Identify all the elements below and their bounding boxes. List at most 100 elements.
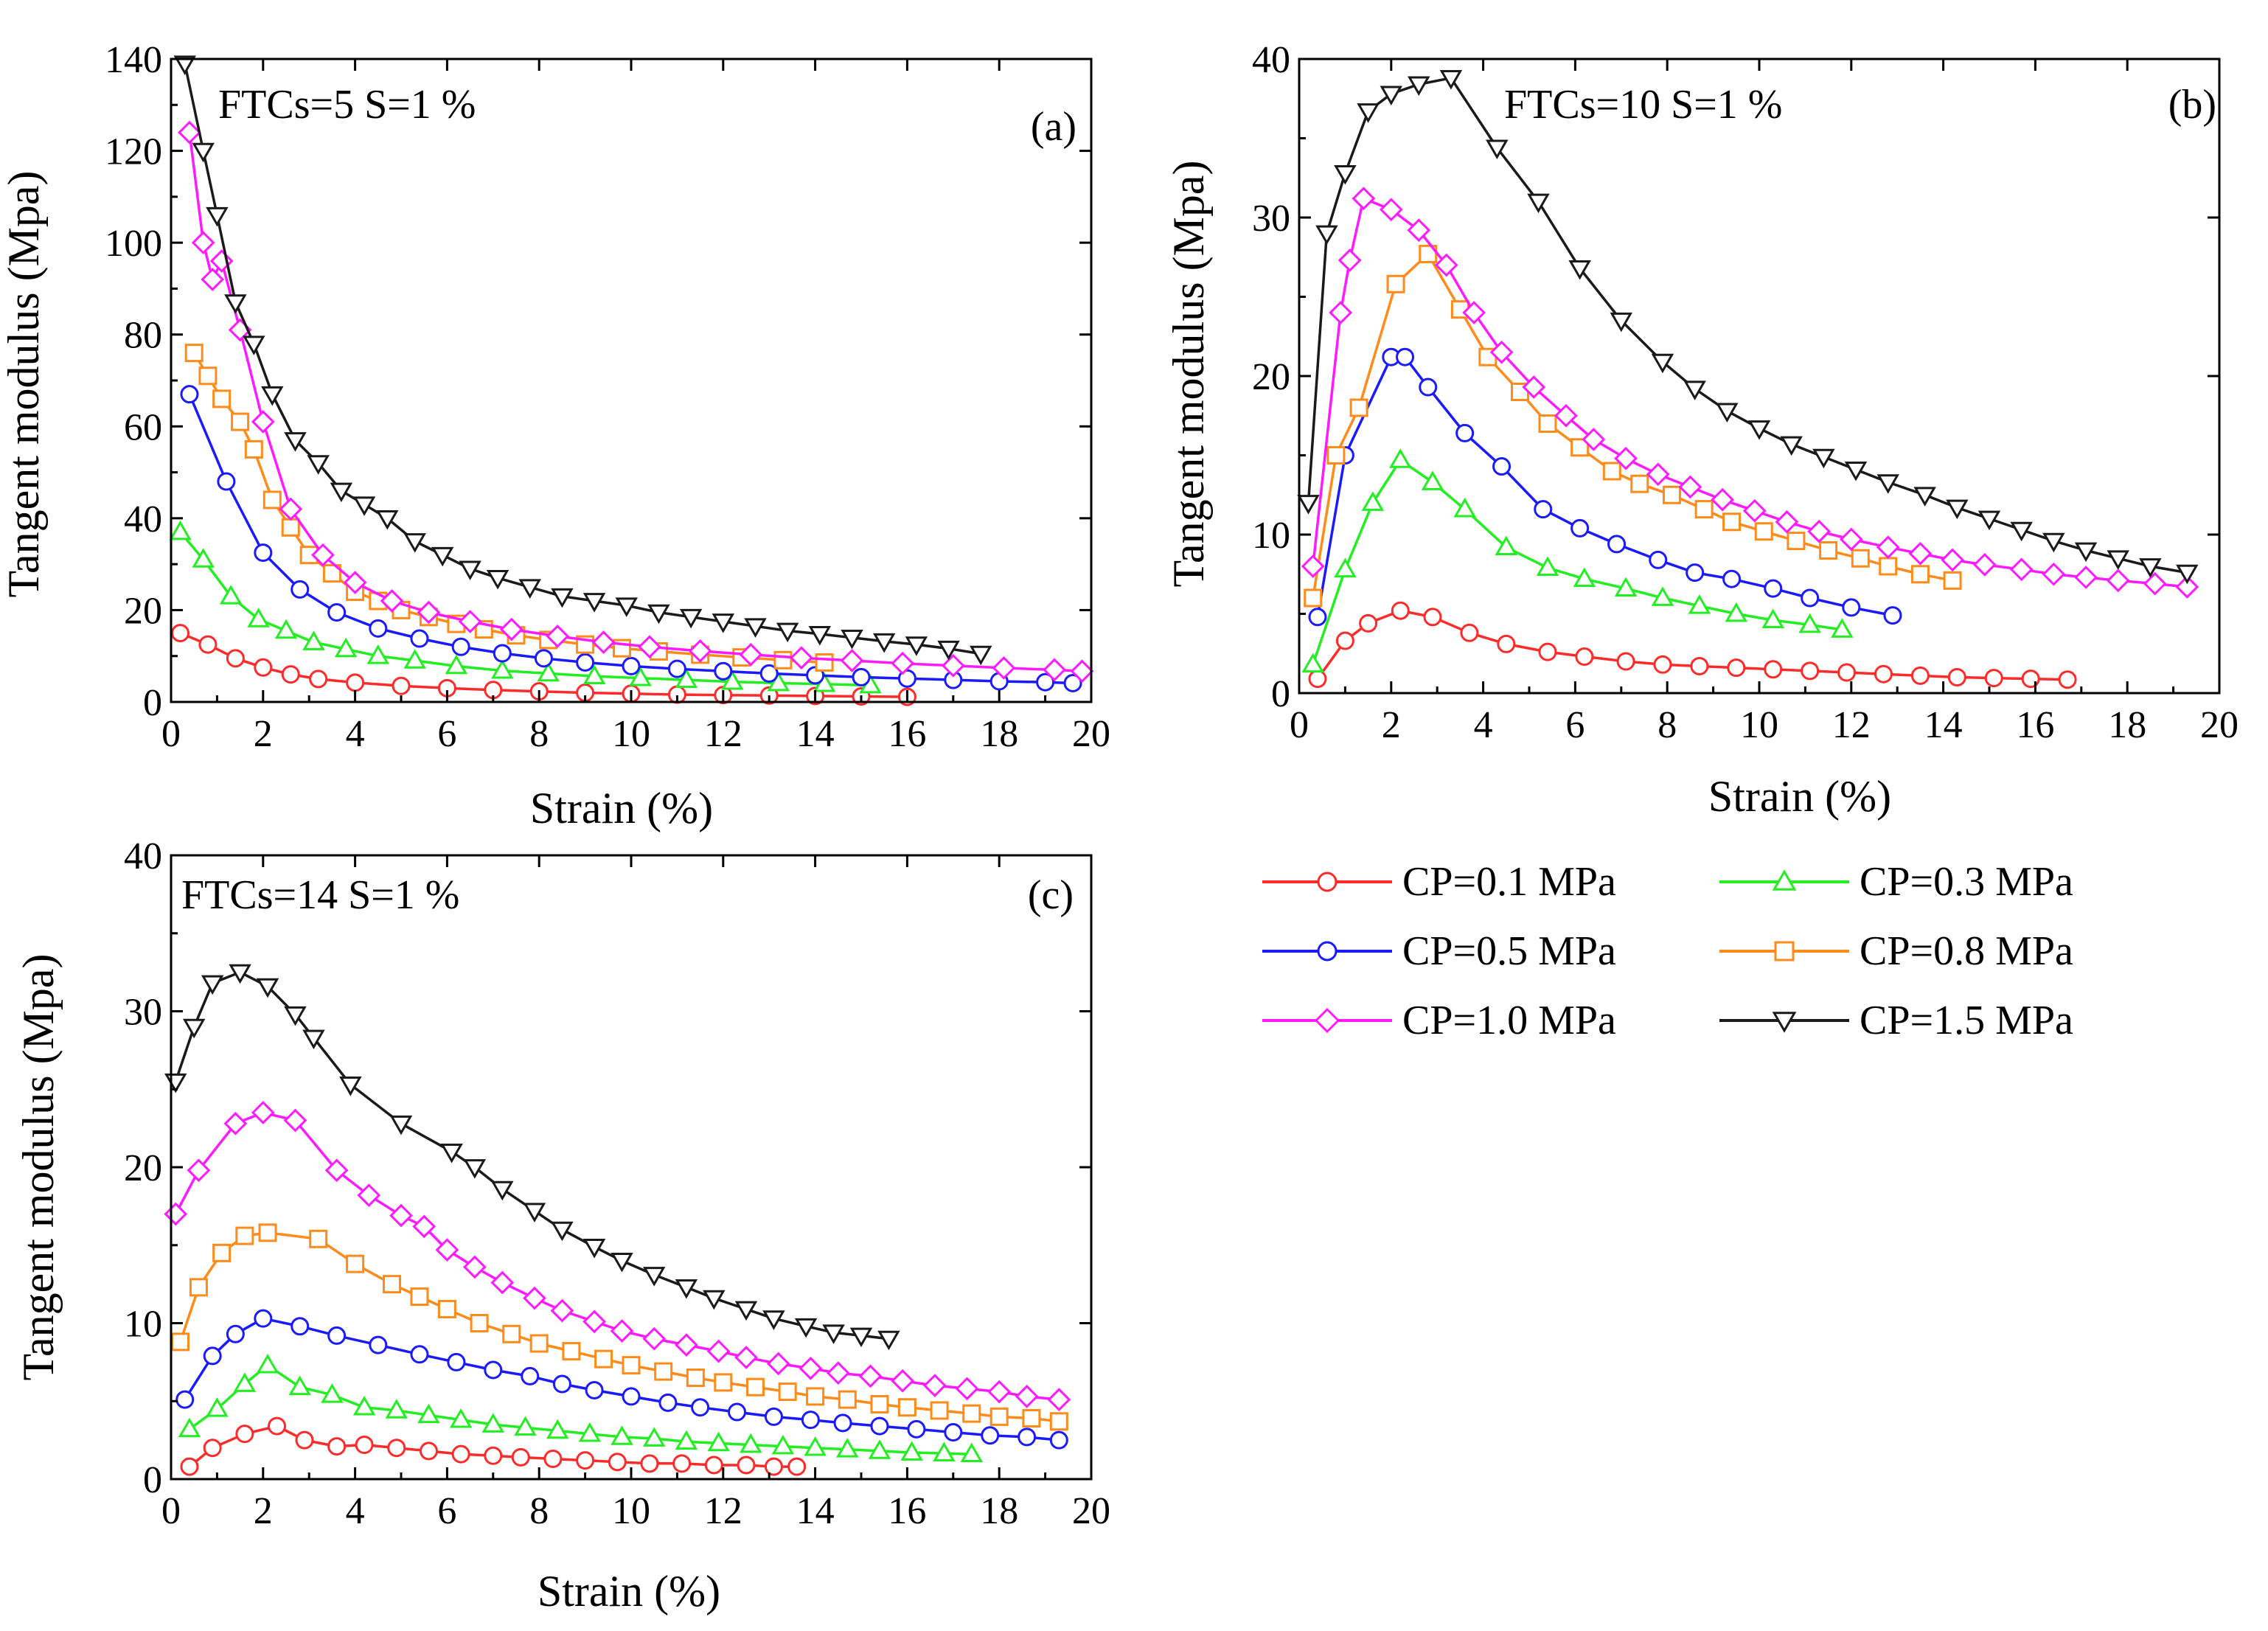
panel-b-point-cp10-4 <box>1379 198 1403 222</box>
panel-c-point-cp01-19 <box>764 1457 783 1476</box>
panel-c-point-cp08-19 <box>745 1377 765 1397</box>
panel-c-point-cp01-12 <box>543 1450 563 1469</box>
panel-c-point-cp08-27 <box>989 1407 1009 1426</box>
panel-a-condition-note: FTCs=5 S=1 % <box>218 82 476 128</box>
panel-b-point-cp15-5 <box>1407 76 1430 97</box>
panel-b-point-cp10-2 <box>1338 248 1362 272</box>
panel-b-point-cp05-13 <box>1764 579 1783 598</box>
panel-c-ytick-label-1: 10 <box>124 1304 162 1346</box>
panel-b-point-cp15-26 <box>2139 558 2162 578</box>
panel-b-point-cp10-7 <box>1462 301 1486 324</box>
panel-b-point-cp10-15 <box>1711 487 1734 512</box>
panel-b-point-cp01-14 <box>1801 661 1820 681</box>
panel-a-ytick-label-1: 20 <box>124 590 162 632</box>
panel-b-point-cp05-14 <box>1801 588 1820 608</box>
panel-b-ytick-label-0: 0 <box>1271 673 1290 715</box>
panel-a-point-cp05-7 <box>451 637 470 656</box>
panel-b-ytick-label-1: 10 <box>1252 515 1290 557</box>
panel-b-point-cp15-15 <box>1780 436 1803 456</box>
panel-a-point-cp05-2 <box>254 543 273 563</box>
panel-b-series-group <box>1297 69 2199 689</box>
panel-a-point-cp15-7 <box>307 455 330 475</box>
panel-a-point-cp01-0 <box>170 624 189 643</box>
panel-c-point-cp08-10 <box>470 1314 489 1332</box>
panel-b-point-cp15-6 <box>1439 69 1463 90</box>
panel-b-point-cp05-5 <box>1455 423 1475 442</box>
panel-c-ytick-label-3: 30 <box>124 992 162 1034</box>
panel-c-ytick-label-0: 0 <box>143 1459 162 1501</box>
panel-c-point-cp03-18 <box>739 1433 762 1453</box>
panel-c-point-cp01-6 <box>355 1435 374 1454</box>
panel-a-xlabel: Strain (%) <box>530 784 713 832</box>
panel-b-point-cp03-4 <box>1421 470 1444 490</box>
panel-b-point-cp03-12 <box>1725 602 1748 622</box>
panel-a-point-cp15-27 <box>905 636 928 656</box>
panel-c-point-cp03-7 <box>385 1399 408 1419</box>
panel-b-point-cp10-27 <box>2106 568 2130 593</box>
panel-b-point-cp10-6 <box>1434 253 1458 277</box>
panel-c-point-cp03-17 <box>707 1431 730 1452</box>
panel-a-point-cp05-11 <box>622 656 641 675</box>
panel-a-point-cp10-14 <box>591 630 616 654</box>
panel-c-point-cp15-9 <box>440 1144 463 1164</box>
panel-a-point-cp15-28 <box>937 640 960 661</box>
panel-a-point-cp15-16 <box>551 588 574 608</box>
panel-c-point-cp10-29 <box>1047 1388 1071 1412</box>
panel-b-point-cp08-0 <box>1304 588 1323 608</box>
panel-a-xtick-label-8: 16 <box>888 713 926 755</box>
panel-b-point-cp03-15 <box>1831 618 1854 638</box>
panel-a-xtick-label-1: 2 <box>254 713 273 755</box>
panel-b-point-cp01-3 <box>1391 601 1410 620</box>
panel-c-xtick-label-10: 20 <box>1072 1490 1110 1532</box>
panel-b-point-cp15-7 <box>1486 139 1509 160</box>
panel-c-point-cp08-25 <box>930 1401 949 1420</box>
panel-c-point-cp05-19 <box>833 1413 852 1433</box>
panel-b-point-cp08-2 <box>1349 398 1368 417</box>
panel-a-point-cp15-18 <box>615 597 639 617</box>
panel-a-point-cp10-21 <box>941 653 965 678</box>
legend-marker-cp15 <box>1772 1012 1797 1033</box>
panel-c-point-cp08-7 <box>383 1275 402 1294</box>
panel-b-point-cp10-5 <box>1407 218 1431 243</box>
panel-c-point-cp05-1 <box>203 1346 222 1366</box>
panel-c-point-cp08-23 <box>870 1394 889 1413</box>
panel-a-point-cp05-8 <box>493 644 512 663</box>
legend-label-cp01: CP=0.1 MPa <box>1402 859 1616 905</box>
panel-b-point-cp15-25 <box>2107 550 2129 570</box>
panel-a-point-cp03-10 <box>491 658 514 679</box>
panel-b-point-cp05-3 <box>1396 347 1415 366</box>
panel-a-point-cp05-13 <box>714 661 733 681</box>
panel-b-point-cp15-3 <box>1357 103 1380 123</box>
panel-b-point-cp01-8 <box>1575 647 1594 667</box>
panel-c-point-cp15-12 <box>523 1203 546 1223</box>
panel-c-point-cp05-3 <box>254 1309 273 1328</box>
panel-c-point-cp08-1 <box>189 1278 208 1297</box>
panel-b-point-cp15-8 <box>1527 193 1550 214</box>
panel-a-point-cp01-2 <box>226 649 245 668</box>
panel-c-point-cp05-5 <box>327 1326 347 1345</box>
panel-c-point-cp10-6 <box>357 1183 381 1207</box>
panel-b-point-cp08-15 <box>1754 522 1773 541</box>
panel-a-point-cp08-3 <box>231 412 250 431</box>
panel-c-point-cp01-5 <box>327 1437 347 1456</box>
panel-a-point-cp05-21 <box>1063 673 1082 692</box>
panel-a-point-cp05-3 <box>291 580 310 599</box>
panel-c-point-cp03-11 <box>514 1416 537 1436</box>
panel-c-xtick-label-6: 12 <box>704 1490 742 1532</box>
panel-c-point-cp01-14 <box>608 1453 627 1472</box>
panel-b-point-cp10-28 <box>2143 571 2167 596</box>
panel-a-point-cp10-7 <box>311 543 335 567</box>
panel-c-point-cp10-14 <box>582 1310 606 1334</box>
panel-a-point-cp08-1 <box>198 366 218 386</box>
panel-c-point-cp15-21 <box>794 1318 818 1338</box>
panel-a-point-cp15-4 <box>243 335 265 355</box>
panel-c-point-cp10-26 <box>955 1377 979 1401</box>
panel-b-point-cp15-0 <box>1297 495 1320 515</box>
panel-c-point-cp05-20 <box>870 1416 889 1436</box>
chart-panel-a: Tangent modulus (Mpa) Strain (%) FTCs=5 … <box>0 39 1110 832</box>
panel-c-point-cp05-9 <box>484 1360 503 1380</box>
panel-c-point-cp03-10 <box>481 1413 505 1433</box>
panel-c-point-cp03-2 <box>233 1372 257 1392</box>
panel-a-point-cp05-0 <box>180 385 199 404</box>
panel-b-point-cp01-7 <box>1538 642 1557 661</box>
